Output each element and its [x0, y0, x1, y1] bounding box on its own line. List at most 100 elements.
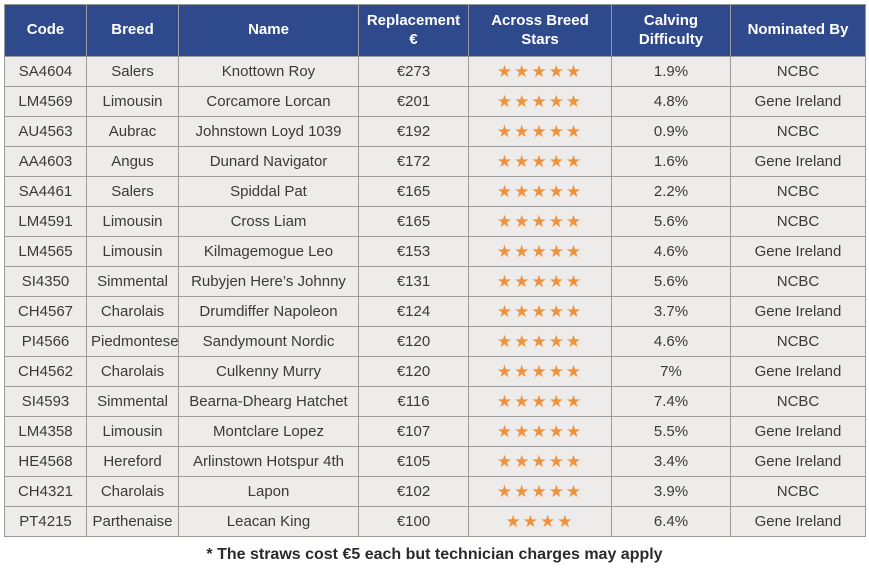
column-header-nominated-by: Nominated By	[730, 4, 866, 57]
cell-name: Knottown Roy	[178, 56, 359, 87]
cell-name: Arlinstown Hotspur 4th	[178, 446, 359, 477]
cell-name: Spiddal Pat	[178, 176, 359, 207]
table-header-row: Code Breed Name Replacement € Across Bre…	[4, 4, 866, 57]
cell-stars: ★★★★★	[468, 326, 612, 357]
cell-replacement: €153	[358, 236, 469, 267]
cell-code: LM4358	[4, 416, 87, 447]
column-header-calving-difficulty: Calving Difficulty	[611, 4, 731, 57]
table-row: PT4215 Parthenaise Leacan King €100 ★★★★ 6.4%…	[4, 506, 866, 537]
table-row: CH4567 Charolais Drumdiffer Napoleon €124 ★★…	[4, 296, 866, 327]
table-row: CH4562 Charolais Culkenny Murry €120 ★★★★★ 7%…	[4, 356, 866, 387]
star-rating-icon: ★★★★★	[496, 481, 584, 501]
cell-replacement: €105	[358, 446, 469, 477]
star-rating-icon: ★★★★★	[496, 451, 584, 471]
star-rating-icon: ★★★★★	[496, 121, 584, 141]
column-header-replacement: Replacement €	[358, 4, 469, 57]
cell-replacement: €201	[358, 86, 469, 117]
cell-nominated-by: Gene Ireland	[730, 506, 866, 537]
cell-calving-difficulty: 5.6%	[611, 206, 731, 237]
cell-calving-difficulty: 7.4%	[611, 386, 731, 417]
cell-calving-difficulty: 1.9%	[611, 56, 731, 87]
cell-nominated-by: Gene Ireland	[730, 236, 866, 267]
column-header-across-breed-stars: Across Breed Stars	[468, 4, 612, 57]
cell-name: Sandymount Nordic	[178, 326, 359, 357]
cell-breed: Charolais	[86, 356, 179, 387]
cell-replacement: €124	[358, 296, 469, 327]
star-rating-icon: ★★★★★	[496, 211, 584, 231]
cell-calving-difficulty: 3.7%	[611, 296, 731, 327]
cell-breed: Limousin	[86, 416, 179, 447]
cell-name: Lapon	[178, 476, 359, 507]
cell-breed: Simmental	[86, 266, 179, 297]
cell-calving-difficulty: 3.4%	[611, 446, 731, 477]
cell-code: AA4603	[4, 146, 87, 177]
cell-code: SI4350	[4, 266, 87, 297]
cell-name: Johnstown Loyd 1039	[178, 116, 359, 147]
cell-stars: ★★★★★	[468, 206, 612, 237]
cell-code: PT4215	[4, 506, 87, 537]
cell-nominated-by: NCBC	[730, 326, 866, 357]
cell-replacement: €116	[358, 386, 469, 417]
column-header-breed: Breed	[86, 4, 179, 57]
table-row: SA4604 Salers Knottown Roy €273 ★★★★★ 1.9% NCB…	[4, 56, 866, 87]
cell-replacement: €100	[358, 506, 469, 537]
cell-name: Leacan King	[178, 506, 359, 537]
cell-nominated-by: NCBC	[730, 386, 866, 417]
star-rating-icon: ★★★★★	[496, 361, 584, 381]
table-row: HE4568 Hereford Arlinstown Hotspur 4th €105…	[4, 446, 866, 477]
cell-code: SA4461	[4, 176, 87, 207]
table-row: PI4566 Piedmontese Sandymount Nordic €120 ★★…	[4, 326, 866, 357]
cell-name: Montclare Lopez	[178, 416, 359, 447]
cell-name: Cross Liam	[178, 206, 359, 237]
cell-code: SI4593	[4, 386, 87, 417]
cell-code: CH4567	[4, 296, 87, 327]
cell-code: SA4604	[4, 56, 87, 87]
cell-nominated-by: Gene Ireland	[730, 146, 866, 177]
cell-breed: Charolais	[86, 296, 179, 327]
cell-stars: ★★★★★	[468, 56, 612, 87]
table-row: SI4593 Simmental Bearna-Dhearg Hatchet €116…	[4, 386, 866, 417]
cell-stars: ★★★★★	[468, 176, 612, 207]
cell-stars: ★★★★★	[468, 116, 612, 147]
cell-nominated-by: Gene Ireland	[730, 356, 866, 387]
column-header-name: Name	[178, 4, 359, 57]
cell-stars: ★★★★★	[468, 266, 612, 297]
cell-nominated-by: Gene Ireland	[730, 446, 866, 477]
cell-nominated-by: NCBC	[730, 116, 866, 147]
star-rating-icon: ★★★★★	[496, 181, 584, 201]
star-rating-icon: ★★★★★	[496, 421, 584, 441]
cell-breed: Piedmontese	[86, 326, 179, 357]
cell-code: LM4569	[4, 86, 87, 117]
cell-breed: Limousin	[86, 236, 179, 267]
star-rating-icon: ★★★★★	[496, 241, 584, 261]
cell-replacement: €107	[358, 416, 469, 447]
cell-calving-difficulty: 0.9%	[611, 116, 731, 147]
cell-code: CH4562	[4, 356, 87, 387]
cell-calving-difficulty: 4.8%	[611, 86, 731, 117]
cell-replacement: €165	[358, 176, 469, 207]
table-row: AA4603 Angus Dunard Navigator €172 ★★★★★ 1.6%…	[4, 146, 866, 177]
cell-breed: Aubrac	[86, 116, 179, 147]
cell-code: AU4563	[4, 116, 87, 147]
cell-code: PI4566	[4, 326, 87, 357]
cell-code: LM4591	[4, 206, 87, 237]
cell-replacement: €172	[358, 146, 469, 177]
star-rating-icon: ★★★★	[505, 511, 575, 531]
cell-code: CH4321	[4, 476, 87, 507]
table-row: LM4358 Limousin Montclare Lopez €107 ★★★★★ 5.…	[4, 416, 866, 447]
star-rating-icon: ★★★★★	[496, 271, 584, 291]
table-row: SA4461 Salers Spiddal Pat €165 ★★★★★ 2.2% NCBC	[4, 176, 866, 207]
table-row: LM4565 Limousin Kilmagemogue Leo €153 ★★★★★ 4…	[4, 236, 866, 267]
star-rating-icon: ★★★★★	[496, 301, 584, 321]
cell-nominated-by: NCBC	[730, 56, 866, 87]
cell-name: Dunard Navigator	[178, 146, 359, 177]
cell-name: Drumdiffer Napoleon	[178, 296, 359, 327]
cell-nominated-by: Gene Ireland	[730, 86, 866, 117]
cell-name: Culkenny Murry	[178, 356, 359, 387]
cell-code: HE4568	[4, 446, 87, 477]
cell-calving-difficulty: 6.4%	[611, 506, 731, 537]
cell-nominated-by: NCBC	[730, 266, 866, 297]
cell-stars: ★★★★★	[468, 86, 612, 117]
table-row: CH4321 Charolais Lapon €102 ★★★★★ 3.9% NCBC	[4, 476, 866, 507]
